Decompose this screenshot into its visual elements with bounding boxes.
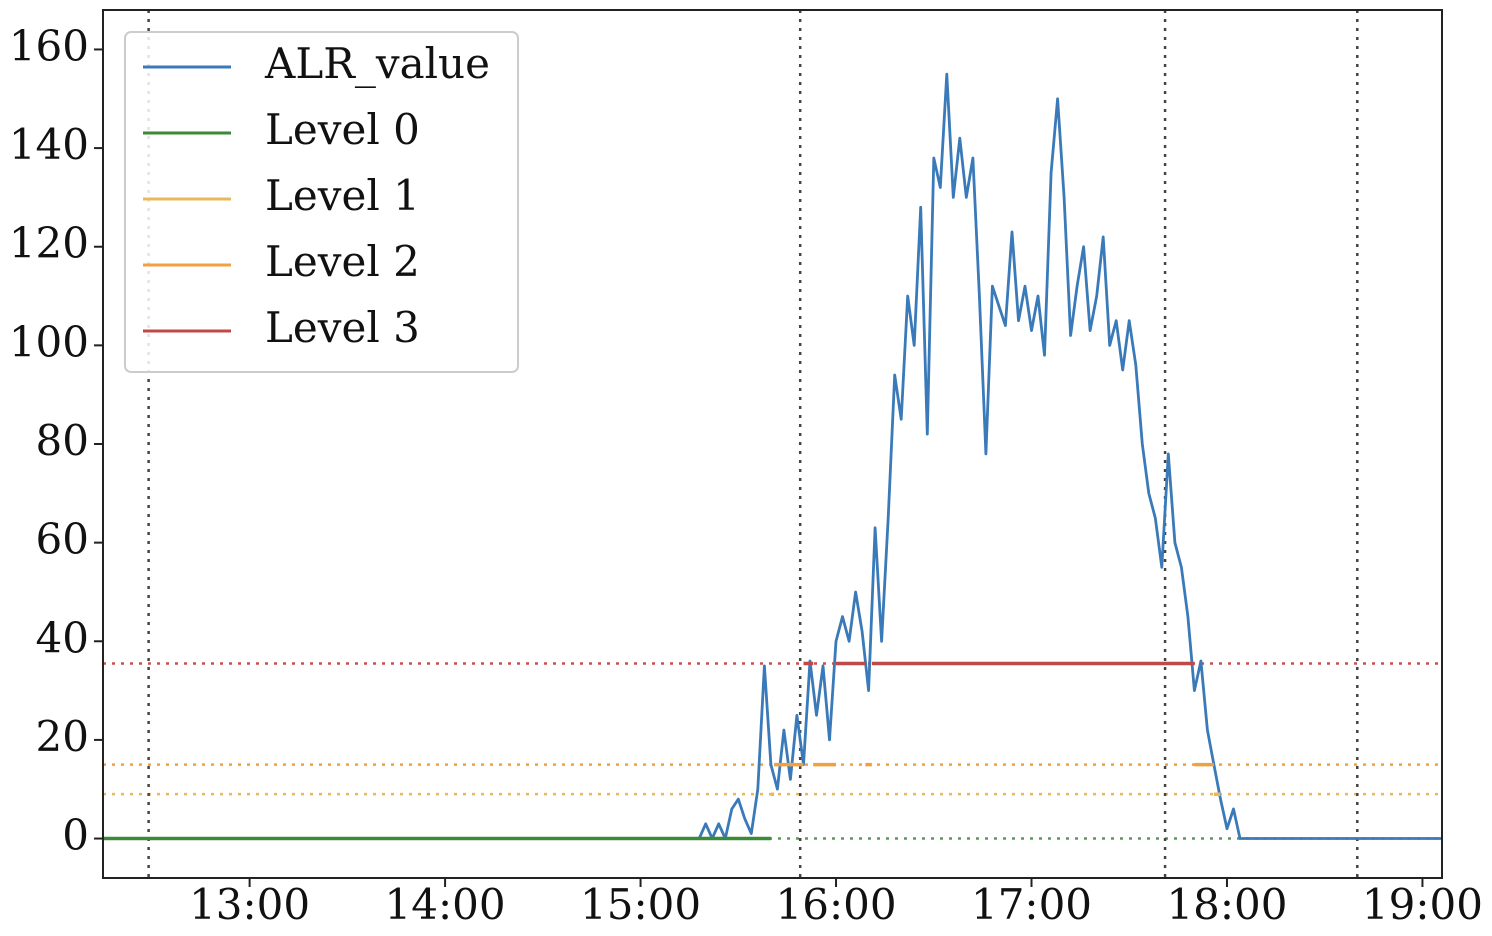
y-tick-label: 0 <box>62 811 89 860</box>
y-tick-label: 60 <box>36 515 89 564</box>
y-tick-label: 120 <box>9 219 89 268</box>
x-tick-label: 17:00 <box>971 880 1092 929</box>
legend-label: Level 3 <box>265 303 420 352</box>
x-tick-label: 15:00 <box>580 880 701 929</box>
x-tick-label: 14:00 <box>385 880 506 929</box>
legend-box <box>124 31 519 373</box>
legend-label: Level 0 <box>265 105 420 154</box>
y-tick-label: 40 <box>36 613 89 662</box>
series-line <box>103 72 1442 840</box>
legend-label: ALR_value <box>264 39 490 88</box>
y-tick-label: 100 <box>9 317 89 366</box>
x-tick-label: 18:00 <box>1166 880 1287 929</box>
legend-label: Level 1 <box>265 171 420 220</box>
x-tick-label: 13:00 <box>189 880 310 929</box>
x-tick-label: 16:00 <box>776 880 897 929</box>
x-tick-label: 19:00 <box>1362 880 1483 929</box>
y-tick-label: 20 <box>36 712 89 761</box>
y-tick-label: 160 <box>9 21 89 70</box>
y-tick-label: 140 <box>9 120 89 169</box>
y-tick-label: 80 <box>36 416 89 465</box>
legend-label: Level 2 <box>265 237 420 286</box>
